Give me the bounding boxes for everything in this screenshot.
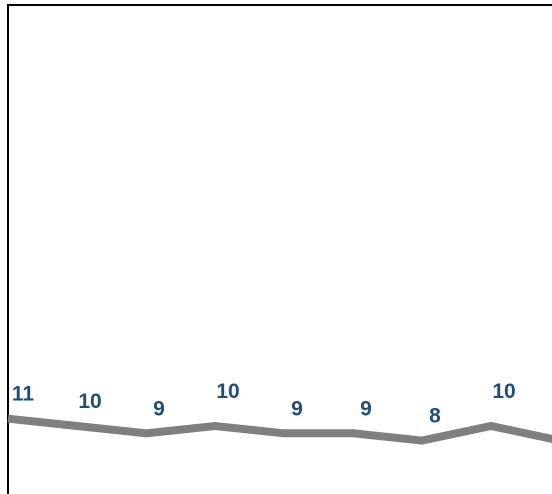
data-label: 8 xyxy=(429,405,441,428)
data-label: 10 xyxy=(492,380,515,403)
data-label: 11 xyxy=(12,383,35,406)
plot-frame xyxy=(7,4,552,494)
data-label: 9 xyxy=(360,397,372,420)
series-line xyxy=(7,414,552,445)
data-label: 9 xyxy=(291,397,303,420)
data-labels: 1110910998108 xyxy=(12,380,516,428)
data-label: 10 xyxy=(78,390,101,413)
data-label: 10 xyxy=(216,380,239,403)
data-label: 9 xyxy=(153,397,165,420)
